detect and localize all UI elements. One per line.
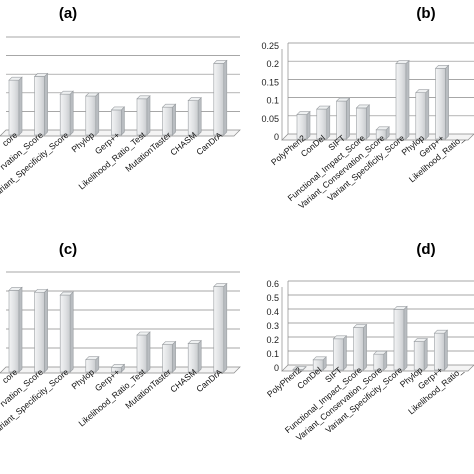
y-tick-label: 0.1 (266, 96, 279, 106)
y-tick-label: 0.25 (261, 41, 279, 51)
y-tick-label: 0.15 (261, 77, 279, 87)
bar (110, 106, 126, 136)
bar (413, 337, 428, 371)
bar (161, 340, 177, 373)
bar (8, 76, 23, 136)
panel-label-c: (c) (59, 241, 77, 258)
bar (59, 90, 74, 136)
bar (316, 105, 331, 140)
bar (335, 97, 351, 140)
bar (393, 305, 408, 371)
bar (355, 104, 371, 140)
y-tick-label: 0.05 (261, 114, 279, 124)
bar (33, 72, 49, 136)
panel-label-d: (d) (416, 241, 435, 258)
bar (332, 335, 348, 371)
chart-a: corervation_Scoreariant_Specificity_Scor… (0, 36, 241, 197)
panel-label-b: (b) (416, 5, 435, 22)
bar (434, 64, 450, 140)
bar (8, 286, 23, 373)
bar (415, 88, 430, 140)
bar (375, 126, 390, 140)
bar (312, 356, 327, 371)
bar (85, 92, 100, 136)
y-tick-label: 0.2 (266, 335, 279, 345)
bar (110, 363, 126, 373)
y-tick-label: 0 (274, 132, 279, 142)
bar (352, 323, 368, 371)
panel-label-a: (a) (59, 5, 77, 22)
bar (296, 110, 311, 140)
y-tick-label: 0.3 (266, 321, 279, 331)
y-tick-label: 0.6 (266, 279, 279, 289)
bar (59, 291, 74, 373)
bar (213, 59, 228, 136)
bar (136, 95, 151, 136)
bar (187, 339, 202, 373)
bar (161, 103, 177, 136)
bar (85, 355, 100, 373)
y-tick-label: 0 (274, 363, 279, 373)
bar (433, 329, 449, 371)
bar (187, 96, 202, 136)
bar (136, 331, 151, 373)
category-label: MutationTaster (123, 130, 173, 174)
bar (33, 288, 49, 373)
bar (373, 350, 388, 371)
category-label: MutationTaster (123, 367, 173, 411)
bar (213, 282, 228, 373)
bar (395, 59, 410, 140)
y-tick-label: 0.5 (266, 293, 279, 303)
y-tick-label: 0.1 (266, 349, 279, 359)
bar (292, 365, 307, 371)
y-tick-label: 0.2 (266, 59, 279, 69)
y-tick-label: 0.4 (266, 307, 279, 317)
chart-c: corervation_Scoreariant_Specificity_Scor… (0, 271, 241, 434)
